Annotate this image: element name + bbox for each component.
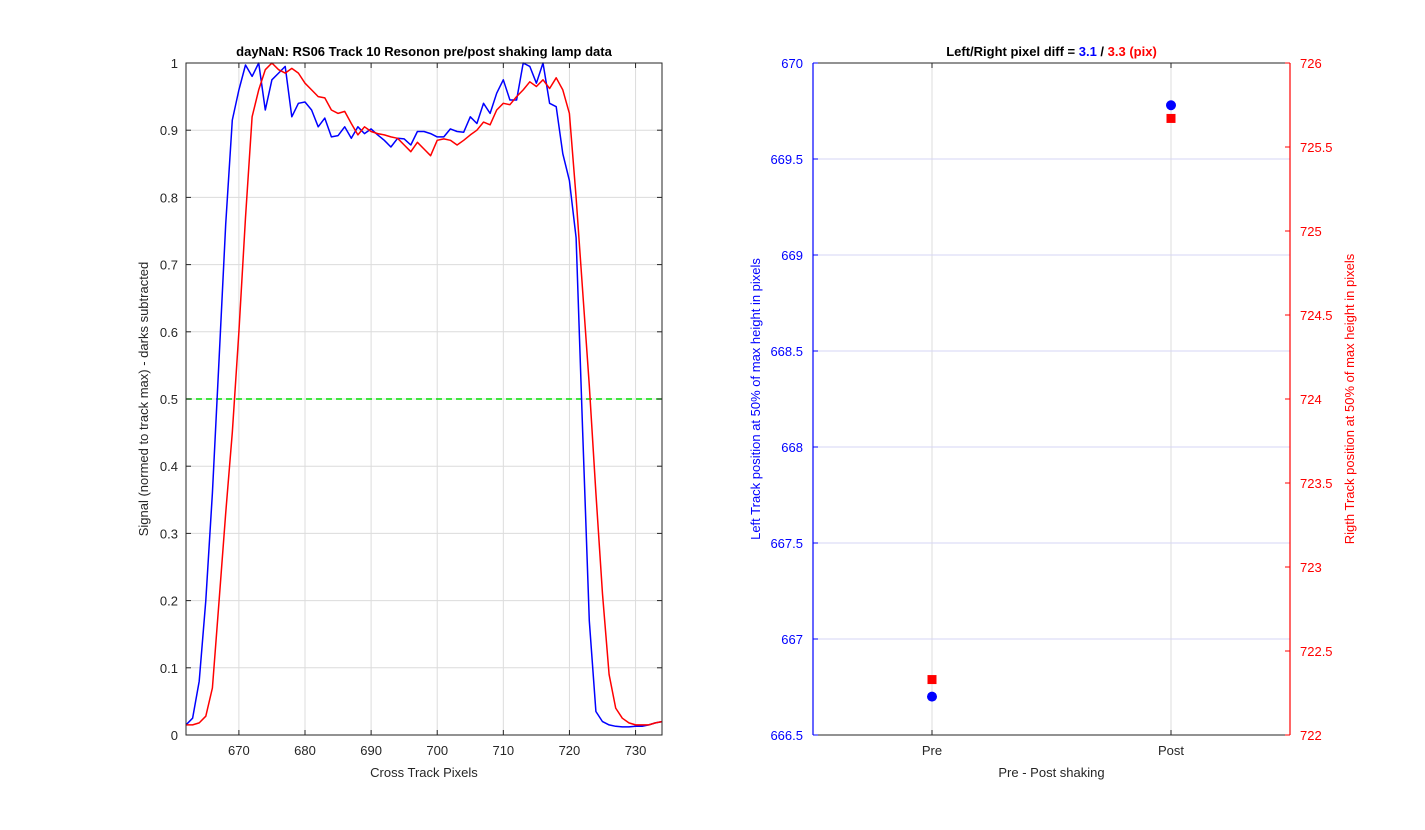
right-y-tick-label: 725.5	[1300, 140, 1333, 155]
right-y-axis-label: Rigth Track position at 50% of max heigh…	[1342, 253, 1357, 544]
y-tick-label: 0.7	[160, 258, 178, 273]
ticks: 670 680 690 700 710 720 730 0 0.1 0.2 0.3 0.4 0.5 0.6…	[160, 56, 662, 758]
right-y-tick-label: 722.5	[1300, 644, 1333, 659]
left-y-tick-label: 670	[781, 56, 803, 71]
axes	[812, 62, 1291, 736]
x-tick-label: Post	[1158, 743, 1184, 758]
title-prefix: Left/Right pixel diff =	[946, 44, 1079, 59]
y-tick-label: 0	[171, 728, 178, 743]
left-track-point-pre	[927, 691, 937, 702]
left-y-tick-label: 667	[781, 632, 803, 647]
x-tick-label: 710	[492, 743, 514, 758]
y-tick-label: 0.8	[160, 190, 178, 205]
title-separator: /	[1097, 44, 1108, 59]
right-y-tick-label: 724.5	[1300, 308, 1333, 323]
right-y-tick-label: 725	[1300, 224, 1322, 239]
left-y-tick-label: 668	[781, 440, 803, 455]
x-tick-label: 700	[426, 743, 448, 758]
left-y-tick-label: 668.5	[770, 344, 803, 359]
y-tick-label: 0.5	[160, 392, 178, 407]
left-y-tick-label: 669.5	[770, 152, 803, 167]
y-tick-label: 0.3	[160, 526, 178, 541]
chart-title: dayNaN: RS06 Track 10 Resonon pre/post s…	[236, 44, 612, 59]
title-left-value: 3.1	[1079, 44, 1097, 59]
y-tick-label: 0.6	[160, 325, 178, 340]
y-tick-label: 0.4	[160, 459, 178, 474]
y-tick-label: 0.1	[160, 661, 178, 676]
x-tick-label: 690	[360, 743, 382, 758]
x-tick-label: 680	[294, 743, 316, 758]
right-y-tick-label: 724	[1300, 392, 1322, 407]
chart-title: Left/Right pixel diff = 3.1 / 3.3 (pix)	[946, 44, 1157, 59]
x-tick-label: 670	[228, 743, 250, 758]
title-right-value: 3.3 (pix)	[1108, 44, 1157, 59]
left-y-tick-label: 666.5	[770, 728, 803, 743]
left-y-tick-label: 667.5	[770, 536, 803, 551]
right-y-tick-label: 722	[1300, 728, 1322, 743]
y-tick-label: 0.2	[160, 594, 178, 609]
grid	[813, 62, 1290, 736]
x-tick-label: 730	[625, 743, 647, 758]
left-track-point-post	[1166, 100, 1176, 111]
series-group	[185, 62, 663, 728]
left-y-tick-label: 669	[781, 248, 803, 263]
x-tick-label: Pre	[922, 743, 942, 758]
right-track-point-pre	[927, 675, 937, 685]
x-axis-label: Cross Track Pixels	[370, 765, 478, 780]
x-tick-label: 720	[559, 743, 581, 758]
right-y-tick-label: 726	[1300, 56, 1322, 71]
ticks: 666.5 667 667.5 668 668.5 669 669.5 670 722 722.5…	[770, 56, 1332, 758]
right-y-tick-label: 723.5	[1300, 476, 1333, 491]
line-chart: 670 680 690 700 710 720 730 0 0.1 0.2 0.3 0.4 0.5 0.6…	[136, 44, 663, 780]
series-line-red	[186, 62, 663, 726]
right-y-tick-label: 723	[1300, 560, 1322, 575]
left-y-axis-label: Left Track position at 50% of max height…	[748, 258, 763, 540]
y-axis-label: Signal (normed to track max) - darks sub…	[136, 262, 151, 537]
y-tick-label: 0.9	[160, 123, 178, 138]
scatter-chart: 666.5 667 667.5 668 668.5 669 669.5 670 722 722.5…	[748, 44, 1357, 780]
markers-group	[927, 100, 1176, 702]
y-tick-label: 1	[171, 56, 178, 71]
x-axis-label: Pre - Post shaking	[998, 765, 1104, 780]
series-line-blue	[185, 62, 663, 728]
right-track-point-post	[1166, 113, 1176, 123]
